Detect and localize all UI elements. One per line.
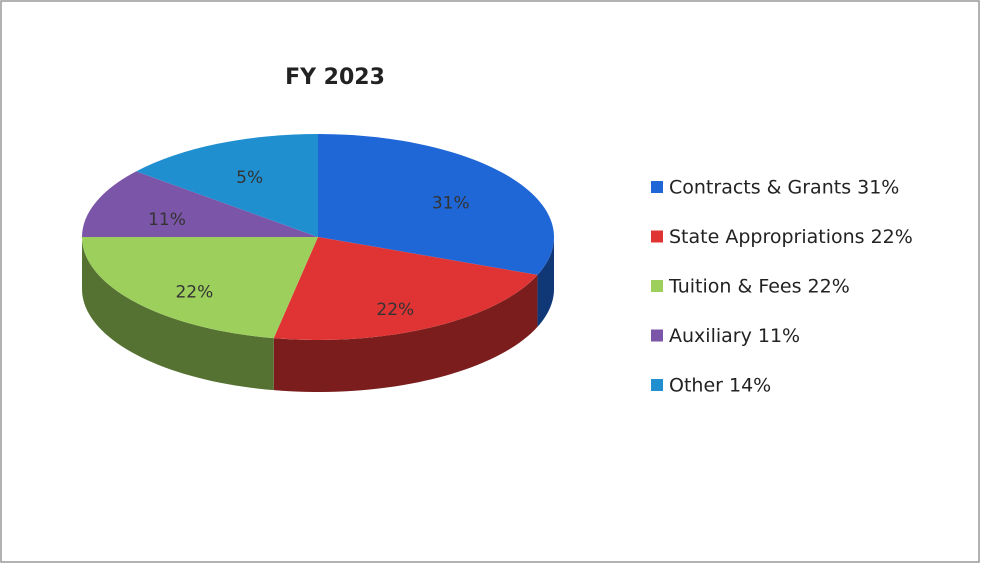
legend-swatch: [651, 329, 663, 342]
data-label: 22%: [175, 282, 213, 302]
data-label: 5%: [236, 168, 263, 188]
data-label: 31%: [432, 193, 470, 213]
slice-side: [82, 237, 274, 391]
legend-label: Contracts & Grants 31%: [669, 177, 899, 199]
slice: [82, 237, 318, 339]
legend-label: Other 14%: [669, 375, 771, 397]
data-label: 11%: [148, 210, 186, 230]
legend-label: Tuition & Fees 22%: [668, 276, 850, 298]
legend-swatch: [651, 181, 663, 193]
data-label: 22%: [376, 300, 414, 320]
slice: [82, 171, 318, 237]
legend-swatch: [651, 280, 663, 292]
slice-side: [537, 237, 554, 327]
legend-swatch: [651, 230, 663, 243]
slice: [273, 237, 538, 340]
slice: [318, 134, 554, 275]
slice-side: [273, 274, 538, 392]
legend-label: Auxiliary 11%: [669, 325, 800, 347]
legend-swatch: [651, 379, 663, 391]
chart-title: FY 2023: [285, 65, 385, 90]
slice: [136, 134, 318, 237]
legend-label: State Appropriations 22%: [669, 226, 913, 248]
